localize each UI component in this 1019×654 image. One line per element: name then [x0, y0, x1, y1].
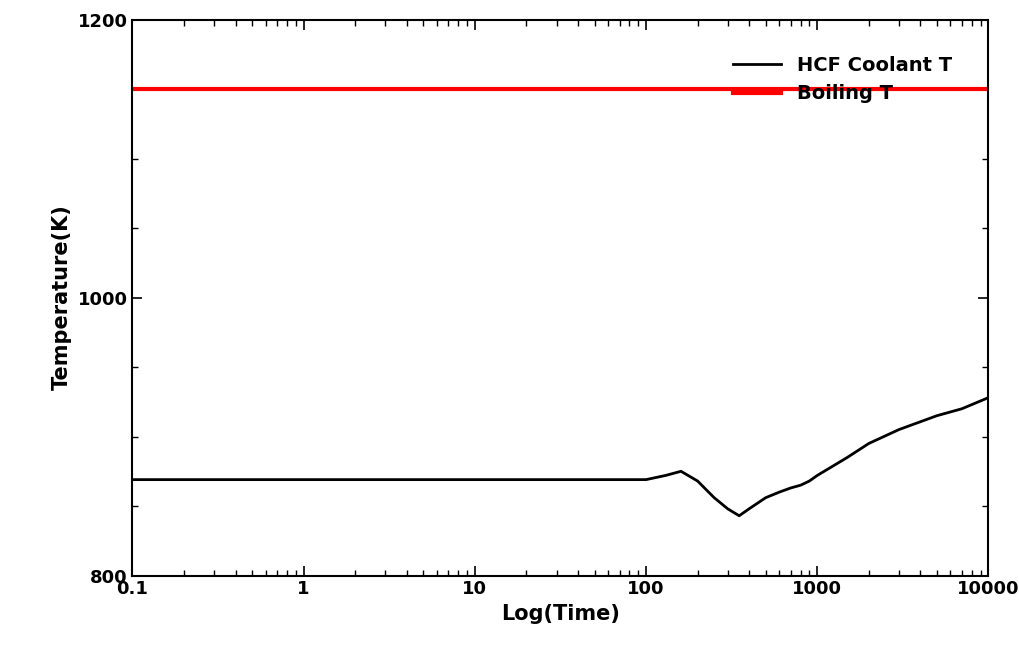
HCF Coolant T — [863, 439, 875, 447]
HCF Coolant T — [126, 475, 139, 483]
HCF Coolant T — [298, 475, 310, 483]
X-axis label: Log(Time): Log(Time) — [501, 604, 620, 624]
Boiling T — [298, 85, 310, 93]
HCF Coolant T — [795, 481, 807, 489]
HCF Coolant T — [708, 494, 720, 502]
HCF Coolant T — [692, 477, 704, 485]
HCF Coolant T — [982, 394, 995, 402]
HCF Coolant T — [659, 472, 672, 479]
HCF Coolant T — [178, 475, 191, 483]
Y-axis label: Temperature(K): Temperature(K) — [52, 205, 72, 390]
HCF Coolant T — [930, 412, 943, 420]
HCF Coolant T — [743, 505, 755, 513]
HCF Coolant T — [246, 475, 258, 483]
HCF Coolant T — [417, 475, 429, 483]
HCF Coolant T — [893, 426, 905, 434]
HCF Coolant T — [803, 477, 815, 485]
HCF Coolant T — [640, 475, 652, 483]
Legend: HCF Coolant T, Boiling T: HCF Coolant T, Boiling T — [722, 46, 962, 113]
HCF Coolant T — [350, 475, 362, 483]
HCF Coolant T — [773, 488, 786, 496]
HCF Coolant T — [588, 475, 600, 483]
HCF Coolant T — [956, 405, 968, 413]
HCF Coolant T — [675, 468, 687, 475]
HCF Coolant T — [733, 512, 745, 520]
HCF Coolant T — [842, 453, 854, 461]
HCF Coolant T — [469, 475, 481, 483]
Line: HCF Coolant T: HCF Coolant T — [132, 398, 988, 516]
HCF Coolant T — [759, 494, 771, 502]
HCF Coolant T — [721, 505, 734, 513]
HCF Coolant T — [811, 472, 823, 479]
HCF Coolant T — [521, 475, 533, 483]
HCF Coolant T — [785, 484, 797, 492]
